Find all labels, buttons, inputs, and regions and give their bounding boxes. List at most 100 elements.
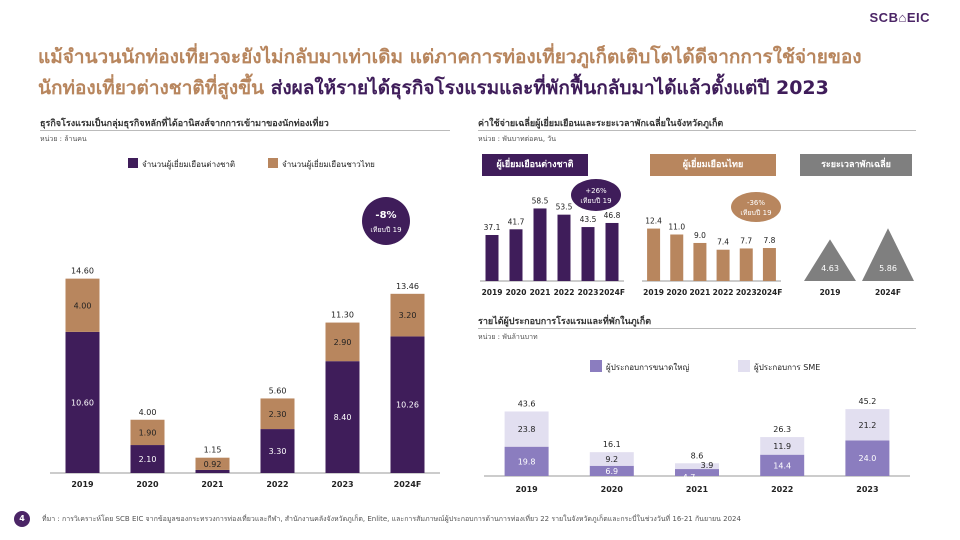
total-label-2019: 43.6 bbox=[518, 399, 536, 408]
annotation-circle bbox=[362, 197, 410, 245]
x-tick-2020: 2020 bbox=[506, 288, 527, 297]
bar-0-2019 bbox=[504, 446, 549, 476]
spend-foreign-chart: 37.1 2019 41.7 2020 58.5 2021 53.5 2022 43.5 2023… bbox=[480, 179, 625, 297]
value-label-2020: 11.0 bbox=[668, 223, 685, 232]
legend-label-0: จำนวนผู้เยี่ยมเยือนต่างชาติ bbox=[142, 158, 235, 170]
bar-2024F bbox=[605, 222, 619, 281]
x-tick-2021: 2021 bbox=[530, 288, 551, 297]
bar-0-2020 bbox=[130, 445, 165, 473]
total-label-2022: 5.60 bbox=[269, 386, 287, 395]
panel2-unit: หน่วย : พันบาทต่อคน, วัน bbox=[478, 135, 557, 143]
x-tick-2019: 2019 bbox=[820, 288, 841, 297]
total-label-2022: 26.3 bbox=[773, 425, 791, 434]
x-tick-2021: 2021 bbox=[689, 288, 710, 297]
x-tick-2019: 2019 bbox=[482, 288, 503, 297]
bar-1-2023 bbox=[325, 322, 360, 362]
value-label-0-2020: 2.10 bbox=[139, 455, 157, 464]
value-label-0-2021: 4.7 bbox=[683, 473, 696, 482]
bar-2020 bbox=[670, 234, 684, 281]
total-label-2023: 45.2 bbox=[858, 397, 876, 406]
value-label-1-2022: 2.30 bbox=[269, 410, 287, 419]
x-tick-2021: 2021 bbox=[686, 485, 709, 494]
panel1-unit: หน่วย : ล้านคน bbox=[40, 135, 87, 143]
value-label-1-2019: 23.8 bbox=[518, 425, 536, 434]
source-note: ที่มา : การวิเคราะห์โดย SCB EIC จากข้อมู… bbox=[42, 515, 741, 523]
total-label-2019: 14.60 bbox=[71, 267, 94, 276]
value-label-2022: 7.4 bbox=[717, 238, 729, 247]
triangle-2024F bbox=[862, 228, 914, 281]
legend-label-1: จำนวนผู้เยี่ยมเยือนชาวไทย bbox=[282, 158, 375, 170]
value-label-2021: 58.5 bbox=[532, 196, 549, 205]
bar-2020 bbox=[509, 229, 523, 281]
stay-chart: 4.63 2019 5.86 2024F bbox=[804, 228, 914, 297]
annotation-line1: -8% bbox=[375, 210, 396, 221]
bar-1-2023 bbox=[845, 409, 890, 441]
bar-0-2021 bbox=[195, 469, 230, 473]
panel2-title: ค่าใช้จ่ายเฉลี่ยผู้เยี่ยมเยือนและระยะเวล… bbox=[478, 119, 724, 129]
legend-swatch-1 bbox=[268, 158, 278, 168]
panel3-rule bbox=[478, 328, 916, 329]
bar-1-2019 bbox=[504, 411, 549, 447]
legend-swatch-1 bbox=[738, 360, 750, 372]
chip-foreign: ผู้เยี่ยมเยือนต่างชาติ bbox=[482, 154, 588, 176]
value-label-0-2024F: 10.26 bbox=[396, 401, 419, 410]
x-tick-2022: 2022 bbox=[713, 288, 734, 297]
total-label-2021: 8.6 bbox=[691, 451, 704, 460]
bar-0-2022 bbox=[260, 429, 295, 473]
bar-1-2024F bbox=[390, 293, 425, 337]
panel1-title: ธุรกิจโรงแรมเป็นกลุ่มธุรกิจหลักที่ได้อาน… bbox=[40, 119, 329, 129]
headline-line2: นักท่องเที่ยวต่างชาติที่สูงขึ้น ส่งผลให้… bbox=[38, 73, 918, 104]
bar-2021 bbox=[693, 242, 707, 281]
bar-1-2022 bbox=[260, 398, 295, 430]
value-label-1-2024F: 3.20 bbox=[399, 311, 417, 320]
bar-0-2023 bbox=[325, 361, 360, 473]
value-label-2019: 12.4 bbox=[645, 217, 662, 226]
chip-thai: ผู้เยี่ยมเยือนไทย bbox=[650, 154, 776, 176]
value-label-0-2019: 10.60 bbox=[71, 398, 94, 407]
bar-1-2021 bbox=[195, 457, 230, 470]
value-label-2024F: 5.86 bbox=[879, 264, 897, 273]
page-headline: แม้จำนวนนักท่องเที่ยวจะยังไม่กลับมาเท่าเ… bbox=[38, 42, 918, 104]
bar-2021 bbox=[533, 208, 547, 281]
legend-label-0: ผู้ประกอบการขนาดใหญ่ bbox=[606, 363, 690, 373]
total-label-2021: 1.15 bbox=[204, 446, 222, 455]
badge-thai bbox=[731, 192, 781, 222]
total-label-2020: 16.1 bbox=[603, 440, 621, 449]
value-label-0-2019: 19.8 bbox=[518, 457, 536, 466]
x-tick-2020: 2020 bbox=[136, 480, 159, 489]
value-label-2024F: 7.8 bbox=[763, 236, 775, 245]
chip-stay: ระยะเวลาพักเฉลี่ย bbox=[800, 154, 912, 176]
x-tick-2019: 2019 bbox=[515, 485, 538, 494]
bar-0-2021 bbox=[675, 469, 719, 476]
bar-2023 bbox=[581, 227, 595, 281]
bar-2024F bbox=[762, 248, 776, 281]
value-label-2021: 9.0 bbox=[694, 231, 706, 240]
legend-label-1: ผู้ประกอบการ SME bbox=[754, 363, 820, 373]
value-label-0-2022: 3.30 bbox=[269, 447, 287, 456]
value-label-1-2021: 0.92 bbox=[204, 460, 222, 469]
value-label-2024F: 46.8 bbox=[604, 211, 621, 220]
value-label-1-2021: 3.9 bbox=[701, 461, 714, 470]
badge-thai-line1: -36% bbox=[747, 199, 765, 207]
x-tick-2022: 2022 bbox=[266, 480, 288, 489]
value-label-1-2023: 21.2 bbox=[858, 421, 876, 430]
value-label-2023: 43.5 bbox=[580, 215, 597, 224]
value-label-1-2020: 9.2 bbox=[605, 455, 618, 464]
panel1-rule bbox=[40, 130, 450, 131]
bar-0-2023 bbox=[845, 440, 890, 476]
bar-0-2024F bbox=[390, 336, 425, 473]
value-label-1-2020: 1.90 bbox=[139, 428, 157, 437]
bar-2022 bbox=[557, 214, 571, 281]
bar-0-2019 bbox=[65, 331, 100, 473]
spend-thai-chart: 12.4 2019 11.0 2020 9.0 2021 7.4 2022 7.7 2023 7.8… bbox=[642, 192, 782, 297]
bar-1-2020 bbox=[130, 419, 165, 446]
total-label-2023: 11.30 bbox=[331, 311, 354, 320]
value-label-2019: 4.63 bbox=[821, 264, 839, 273]
x-tick-2024F: 2024F bbox=[394, 480, 422, 489]
x-tick-2019: 2019 bbox=[71, 480, 94, 489]
revenue-chart: ผู้ประกอบการขนาดใหญ่ ผู้ประกอบการ SME 19.8… bbox=[484, 360, 910, 494]
x-tick-2023: 2023 bbox=[736, 288, 757, 297]
bar-1-2022 bbox=[760, 437, 805, 455]
bar-1-2020 bbox=[589, 452, 634, 466]
bar-0-2022 bbox=[760, 454, 805, 476]
